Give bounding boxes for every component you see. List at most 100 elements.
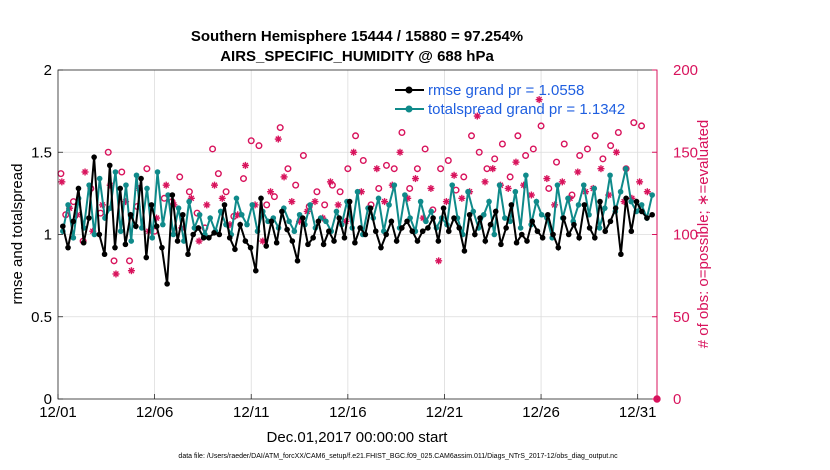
rmse-point (367, 205, 374, 211)
legend: rmse grand pr = 1.0558 totalspread grand… (395, 82, 625, 118)
rmse-point (174, 238, 181, 244)
totalspread-point (191, 225, 198, 231)
totalspread-point (591, 185, 598, 192)
obs-possible-point (444, 156, 452, 164)
rmse-point (112, 244, 118, 251)
obs-evaluated-point (112, 270, 120, 278)
obs-possible-point (460, 173, 468, 181)
obs-possible-point (583, 145, 591, 153)
rmse-point (273, 239, 280, 246)
rmse-point (602, 228, 609, 235)
rmse-point (529, 218, 536, 225)
x-tick-label: 12/01 (39, 404, 77, 421)
rmse-point (346, 198, 353, 205)
chart-title: Southern Hemisphere 15444 / 15880 = 97.2… (191, 28, 523, 45)
rmse-point (357, 225, 363, 231)
rmse-point (649, 211, 655, 218)
rmse-point (524, 238, 530, 244)
obs-evaluated-point (218, 194, 226, 202)
rmse-point (586, 225, 593, 231)
totalspread-point (175, 205, 182, 211)
rmse-point (430, 215, 436, 221)
obs-possible-point (247, 137, 255, 145)
obs-possible-point (292, 181, 300, 189)
rmse-point (185, 251, 191, 258)
rmse-point (133, 223, 139, 230)
rmse-point (633, 198, 640, 205)
rmse-point (388, 218, 395, 225)
totalspread-point (523, 172, 529, 179)
y-right-tick-label: 50 (673, 309, 690, 326)
obs-possible-point (491, 155, 499, 163)
totalspread-point (423, 218, 429, 225)
rmse-point (164, 281, 170, 287)
rmse-point (80, 239, 87, 246)
totalspread-point (386, 202, 392, 208)
totalspread-point (402, 192, 408, 198)
obs-evaluated-point (643, 188, 651, 196)
totalspread-point (112, 169, 119, 175)
obs-possible-point (299, 152, 307, 160)
rmse-point (91, 154, 97, 160)
obs-evaluated-point (58, 178, 66, 186)
rmse-point (169, 192, 176, 198)
obs-evaluated-point (373, 165, 381, 173)
y-left-tick-label: 1.5 (31, 144, 52, 161)
obs-possible-point (255, 142, 263, 150)
obs-possible-point (498, 140, 506, 148)
obs-evaluated-point (489, 165, 497, 173)
totalspread-point (465, 188, 471, 195)
rmse-point (362, 231, 369, 238)
obs-evaluated-point (543, 175, 551, 183)
rmse-point (419, 228, 426, 235)
rmse-point (320, 241, 327, 248)
rmse-point (612, 205, 619, 211)
rmse-point (106, 162, 113, 169)
rmse-point (341, 234, 348, 241)
totalspread-point (149, 234, 156, 241)
rmse-point (393, 238, 400, 244)
rmse-point (326, 228, 332, 235)
rmse-point (451, 215, 457, 221)
totalspread-point (554, 182, 561, 188)
obs-possible-point (382, 161, 390, 169)
rmse-point (60, 223, 66, 230)
obs-evaluated-point (535, 96, 543, 104)
totalspread-point (533, 198, 540, 205)
obs-possible-point (545, 184, 553, 192)
y-right-tick-label: 0 (673, 391, 681, 408)
totalspread-point (602, 205, 608, 211)
obs-evaluated-point (612, 148, 620, 156)
rmse-point (628, 228, 635, 235)
obs-evaluated-point (527, 191, 535, 199)
rmse-point (383, 231, 389, 238)
rmse-point (482, 238, 489, 244)
totalspread-point (91, 231, 98, 238)
y-right-tick-label: 200 (673, 62, 698, 79)
rmse-point (638, 208, 645, 215)
totalspread-point (649, 192, 655, 198)
obs-possible-point (630, 119, 638, 127)
obs-possible-point (110, 257, 118, 265)
totalspread-point (291, 228, 298, 235)
rmse-point (623, 195, 629, 202)
obs-possible-point (614, 129, 622, 137)
totalspread-point (575, 202, 582, 208)
rmse-point (310, 234, 316, 241)
legend-spread-marker (405, 105, 413, 113)
obs-evaluated-point (127, 267, 135, 275)
rmse-point (331, 238, 337, 244)
totalspread-point (491, 231, 498, 238)
rmse-point (472, 231, 478, 238)
y-axis-right-label: # of obs: o=possible; ∗=evaluated (695, 120, 712, 349)
rmse-point (560, 215, 567, 221)
obs-possible-point (276, 124, 284, 132)
totalspread-point (128, 238, 135, 244)
rmse-point (440, 205, 447, 211)
rmse-point (268, 218, 275, 225)
rmse-point (143, 254, 150, 261)
legend-totalspread-label: totalspread grand pr = 1.1342 (428, 101, 625, 118)
rmse-point (498, 241, 504, 248)
rmse-point (148, 202, 155, 208)
rmse-point (315, 218, 322, 225)
